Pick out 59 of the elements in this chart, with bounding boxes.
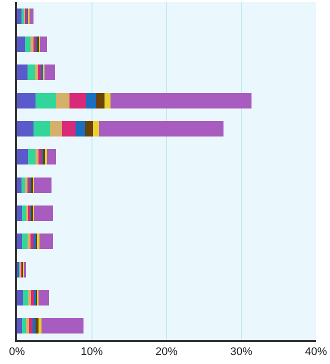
bar xyxy=(17,121,34,136)
bar xyxy=(39,234,53,250)
bar xyxy=(28,149,36,165)
bar xyxy=(40,36,47,52)
bar xyxy=(21,177,26,193)
bar xyxy=(17,149,28,165)
bar xyxy=(50,121,62,136)
bar xyxy=(27,234,30,250)
bar xyxy=(46,149,56,165)
bar xyxy=(44,64,56,80)
bar xyxy=(32,318,36,334)
bar xyxy=(22,318,26,334)
bar xyxy=(17,177,22,193)
bar xyxy=(25,36,30,52)
bar xyxy=(30,234,34,250)
x-tick-label: 20% xyxy=(155,346,178,358)
bar xyxy=(22,234,28,250)
bar xyxy=(17,318,22,334)
x-tick-label: 10% xyxy=(80,346,103,358)
x-tick-label: 0% xyxy=(9,346,26,358)
bar xyxy=(28,290,32,306)
bar xyxy=(33,121,50,136)
bar xyxy=(34,206,53,221)
bar xyxy=(75,121,86,136)
bar xyxy=(96,92,104,108)
bar xyxy=(36,149,39,165)
bar xyxy=(93,121,100,136)
bar xyxy=(36,318,39,334)
bar xyxy=(17,92,36,108)
bar xyxy=(17,36,26,52)
bar xyxy=(17,206,22,221)
bar xyxy=(34,177,52,193)
bar xyxy=(30,36,34,52)
bar xyxy=(28,318,33,334)
bar xyxy=(17,290,23,306)
bar xyxy=(38,290,50,306)
bar xyxy=(86,92,96,108)
bar xyxy=(17,64,28,80)
bar xyxy=(56,92,70,108)
bar xyxy=(110,92,252,108)
bar xyxy=(36,92,56,108)
bar xyxy=(99,121,224,136)
bar xyxy=(17,8,22,24)
bar xyxy=(22,290,28,306)
bar xyxy=(22,206,26,221)
bar xyxy=(27,64,35,80)
bar xyxy=(34,64,38,80)
bar xyxy=(26,318,29,334)
bar xyxy=(30,8,34,24)
x-tick-label: 30% xyxy=(230,346,252,358)
bar xyxy=(69,92,86,108)
bar xyxy=(85,121,94,136)
bar xyxy=(38,149,42,165)
bar xyxy=(42,318,84,334)
bar xyxy=(62,121,76,136)
bar xyxy=(17,234,22,250)
bar xyxy=(104,92,110,108)
x-tick-label: 40% xyxy=(304,346,328,358)
bar xyxy=(38,318,42,334)
